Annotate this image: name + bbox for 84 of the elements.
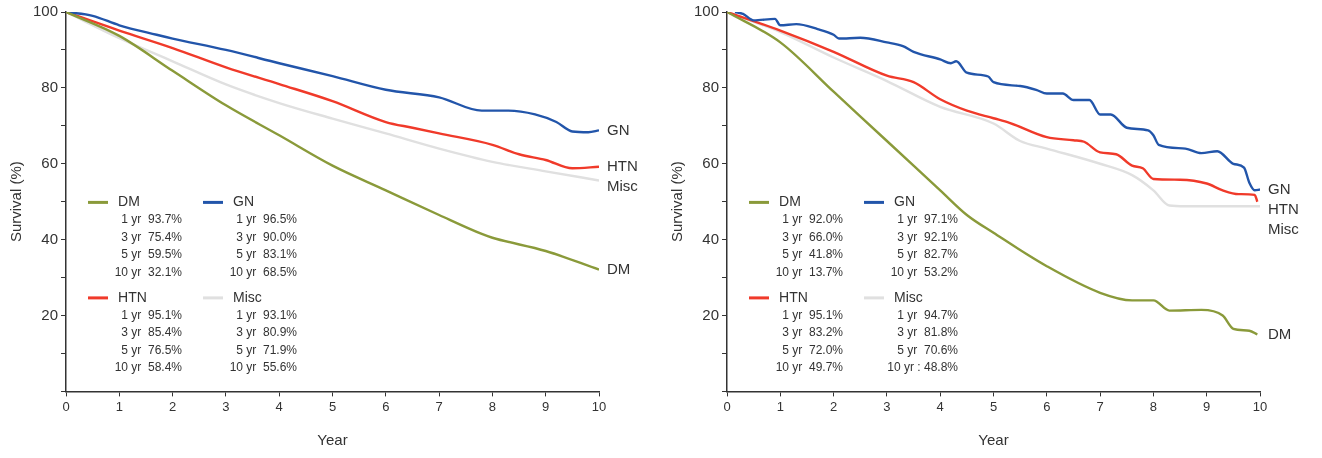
annotation: 1 yr 93.1% <box>236 307 298 322</box>
annotation: 5 yr 76.5% <box>121 342 183 357</box>
x-axis-title: Year <box>978 431 1009 449</box>
y-tick-label: 80 <box>702 78 720 96</box>
y-tick-label: 60 <box>702 153 720 171</box>
text: GN <box>1268 179 1291 197</box>
legend-label: HTN <box>779 288 808 305</box>
legend-label: Misc <box>233 288 262 305</box>
x-tick-label: 5 <box>989 398 998 414</box>
x-tick-label: 3 <box>222 398 230 414</box>
annotation: 3 yr 66.0% <box>782 229 844 244</box>
text: HTN <box>607 156 638 174</box>
annotation: 5 yr 71.9% <box>236 342 298 357</box>
text: HTN <box>1268 199 1299 217</box>
annotation: 10 yr 68.5% <box>229 264 298 279</box>
annotation: 1 yr 95.1% <box>782 307 844 322</box>
annotation: 1 yr 94.7% <box>897 307 959 322</box>
annotation: 3 yr 83.2% <box>782 325 844 340</box>
text: Misc <box>607 176 638 194</box>
x-tick-label: 10 <box>1252 398 1268 414</box>
legend-label: GN <box>894 193 916 210</box>
text: Misc <box>1268 219 1299 237</box>
annotation: 3 yr 81.8% <box>897 325 959 340</box>
x-tick-label: 8 <box>1149 398 1158 414</box>
x-tick-label: 9 <box>1203 398 1211 414</box>
annotation: 1 yr 92.0% <box>782 212 844 227</box>
y-tick-label: 60 <box>41 153 59 171</box>
x-tick-label: 5 <box>328 398 337 414</box>
annotation: 10 yr 13.7% <box>775 264 844 279</box>
y-tick-label: 100 <box>33 2 59 20</box>
annotation: 5 yr 70.6% <box>897 342 959 357</box>
x-tick-label: 4 <box>275 398 283 414</box>
x-axis-title: Year <box>317 431 348 449</box>
annotation: 10 yr 32.1% <box>114 264 183 279</box>
annotation: 3 yr 80.9% <box>236 325 298 340</box>
annotation: 5 yr 83.1% <box>236 247 298 262</box>
annotation: 1 yr 93.7% <box>121 212 183 227</box>
y-tick-label: 20 <box>41 305 59 323</box>
y-tick-label: 40 <box>41 229 59 247</box>
x-tick-label: 1 <box>776 398 784 414</box>
annotation: 1 yr 96.5% <box>236 212 298 227</box>
y-tick-label: 100 <box>694 2 720 20</box>
x-tick-label: 0 <box>62 398 70 414</box>
annotation: 10 yr : 48.8% <box>887 360 959 375</box>
x-tick-label: 3 <box>883 398 891 414</box>
annotation: 3 yr 85.4% <box>121 325 183 340</box>
annotation: 5 yr 41.8% <box>782 247 844 262</box>
y-axis-title: Survival (%) <box>7 161 25 243</box>
x-tick-label: 9 <box>542 398 550 414</box>
y-tick-label: 40 <box>702 229 720 247</box>
legend-label: Misc <box>894 288 923 305</box>
annotation: 10 yr 58.4% <box>114 360 183 375</box>
legend-label: GN <box>233 193 255 210</box>
x-tick-label: 8 <box>488 398 497 414</box>
annotation: 1 yr 97.1% <box>897 212 959 227</box>
text: GN <box>607 120 630 138</box>
text: DM <box>607 259 631 277</box>
x-tick-label: 1 <box>115 398 123 414</box>
legend-label: DM <box>779 193 801 210</box>
annotation: 1 yr 95.1% <box>121 307 183 322</box>
annotation: 5 yr 59.5% <box>121 247 183 262</box>
x-tick-label: 7 <box>1096 398 1104 414</box>
annotation: 10 yr 49.7% <box>775 360 844 375</box>
x-tick-label: 2 <box>169 398 177 414</box>
y-axis-title: Survival (%) <box>668 161 686 243</box>
annotation: 3 yr 90.0% <box>236 229 298 244</box>
annotation: 3 yr 92.1% <box>897 229 959 244</box>
x-tick-label: 0 <box>723 398 731 414</box>
x-tick-label: 4 <box>936 398 944 414</box>
x-tick-label: 6 <box>1043 398 1051 414</box>
annotation: 10 yr 55.6% <box>229 360 298 375</box>
x-tick-label: 2 <box>830 398 838 414</box>
y-tick-label: 20 <box>702 305 720 323</box>
text: DM <box>1268 324 1292 342</box>
y-tick-label: 80 <box>41 78 59 96</box>
annotation: 3 yr 75.4% <box>121 229 183 244</box>
x-tick-label: 10 <box>591 398 607 414</box>
x-tick-label: 7 <box>435 398 443 414</box>
x-tick-label: 6 <box>382 398 390 414</box>
annotation: 10 yr 53.2% <box>890 264 959 279</box>
legend-label: DM <box>118 193 140 210</box>
annotation: 5 yr 82.7% <box>897 247 959 262</box>
annotation: 5 yr 72.0% <box>782 342 844 357</box>
legend-label: HTN <box>118 288 147 305</box>
